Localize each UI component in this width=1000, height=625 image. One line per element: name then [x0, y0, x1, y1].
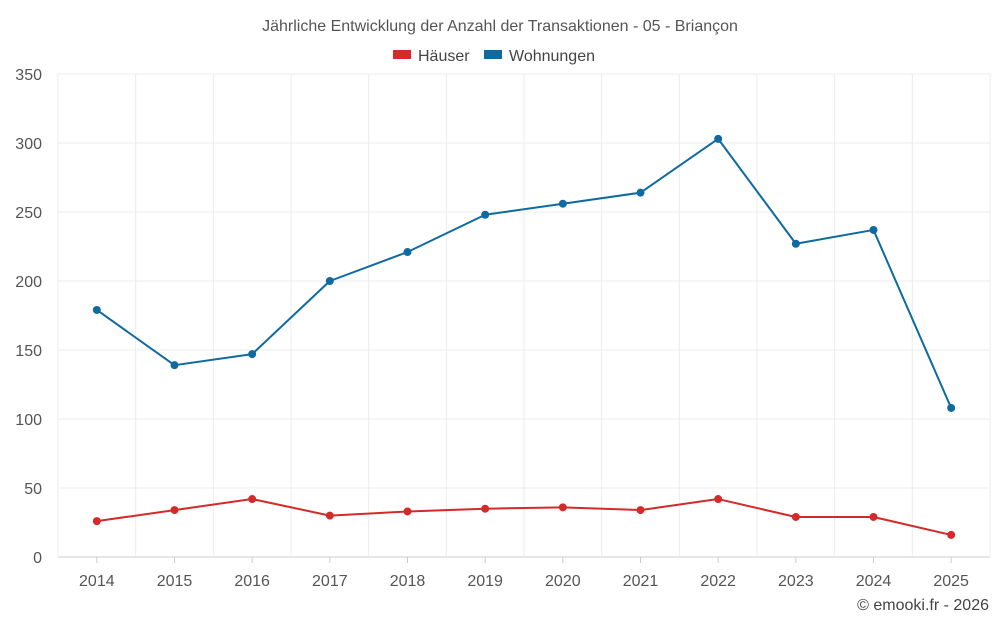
y-tick-label: 350 [15, 67, 42, 84]
x-tick-label: 2024 [856, 573, 892, 590]
data-point-wohnungen[interactable] [481, 210, 490, 219]
data-point-haeuser[interactable] [403, 507, 412, 516]
x-tick-label: 2025 [933, 573, 969, 590]
data-point-wohnungen[interactable] [558, 199, 567, 208]
x-tick-label: 2023 [778, 573, 814, 590]
data-point-wohnungen[interactable] [947, 403, 956, 412]
data-point-haeuser[interactable] [636, 506, 645, 515]
y-tick-label: 250 [15, 205, 42, 222]
legend-label-haeuser: Häuser [418, 48, 470, 65]
legend-label-wohnungen: Wohnungen [509, 48, 595, 65]
data-point-haeuser[interactable] [325, 511, 334, 520]
data-point-wohnungen[interactable] [869, 225, 878, 234]
data-point-wohnungen[interactable] [403, 248, 412, 257]
legend-swatch-wohnungen [484, 50, 502, 59]
data-point-haeuser[interactable] [248, 495, 257, 504]
y-tick-label: 200 [15, 274, 42, 291]
data-point-haeuser[interactable] [947, 530, 956, 539]
x-tick-label: 2017 [312, 573, 348, 590]
data-point-wohnungen[interactable] [791, 239, 800, 248]
x-tick-label: 2021 [623, 573, 659, 590]
data-point-haeuser[interactable] [558, 503, 567, 512]
x-tick-label: 2018 [390, 573, 426, 590]
data-point-wohnungen[interactable] [248, 350, 257, 359]
data-point-wohnungen[interactable] [714, 134, 723, 143]
y-tick-label: 0 [33, 550, 42, 567]
y-tick-label: 100 [15, 412, 42, 429]
copyright-footer: © emooki.fr - 2026 [857, 597, 989, 614]
legend-swatch-haeuser [393, 50, 411, 59]
series-line-wohnungen [96, 137, 953, 409]
data-point-haeuser[interactable] [869, 512, 878, 521]
series-line-haeuser [96, 498, 952, 536]
data-point-haeuser[interactable] [170, 506, 179, 515]
y-tick-label: 300 [15, 136, 42, 153]
data-point-wohnungen[interactable] [325, 277, 334, 285]
data-point-wohnungen[interactable] [636, 188, 645, 197]
data-point-haeuser[interactable] [714, 495, 723, 504]
axes: 0 50 100 150 200 250 300 350 2014 2015 2016 2017 201… [15, 67, 969, 590]
x-tick-label: 2020 [545, 573, 581, 590]
series [92, 134, 956, 539]
data-point-wohnungen[interactable] [92, 305, 101, 314]
chart-title: Jährliche Entwicklung der Anzahl der Tra… [262, 18, 738, 35]
data-point-wohnungen[interactable] [170, 361, 179, 370]
x-tick-label: 2022 [700, 573, 736, 590]
data-point-haeuser[interactable] [791, 512, 800, 521]
x-tick-label: 2019 [467, 573, 503, 590]
x-tick-label: 2016 [234, 573, 270, 590]
y-tick-label: 150 [15, 343, 42, 360]
data-point-haeuser[interactable] [481, 504, 490, 513]
y-tick-label: 50 [24, 481, 42, 498]
grid [57, 73, 991, 558]
x-tick-label: 2015 [157, 573, 193, 590]
x-tick-label: 2014 [79, 573, 115, 590]
data-point-haeuser[interactable] [92, 517, 101, 526]
legend: Häuser Wohnungen [393, 48, 595, 65]
